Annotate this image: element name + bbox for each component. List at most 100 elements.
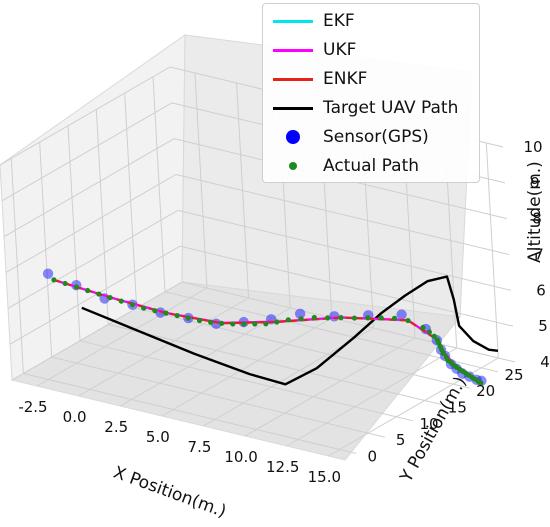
- actual-path-point: [96, 291, 102, 297]
- actual-path-point: [196, 317, 203, 324]
- z-axis-label: Altitude(m.): [525, 161, 545, 263]
- legend-swatch-actual-path: [289, 162, 297, 170]
- actual-path-point: [163, 310, 169, 316]
- actual-path-point: [62, 280, 68, 287]
- actual-path-point: [391, 315, 398, 321]
- x-tick-label: 12.5: [266, 458, 299, 476]
- legend-label-target-uav-path: Target UAV Path: [323, 98, 459, 118]
- legend-item-target-uav-path: Target UAV Path: [263, 96, 479, 120]
- x-tick-label: 15.0: [308, 468, 341, 486]
- x-gridline-floor: [78, 297, 249, 397]
- actual-path-point: [311, 314, 317, 321]
- y-tick-label: 10: [419, 415, 438, 433]
- actual-path-point: [118, 298, 124, 304]
- x-tick-label: 10.0: [224, 448, 257, 466]
- actual-path-point: [219, 320, 225, 326]
- z-tick-label: 8: [532, 210, 542, 228]
- actual-path-point: [51, 277, 57, 283]
- z-tick-label: 5: [538, 317, 548, 335]
- y-gridline-floor: [164, 291, 499, 373]
- actual-path-point: [298, 316, 304, 322]
- legend-swatch-ekf: [273, 20, 313, 23]
- legend-label-ukf: UKF: [323, 40, 357, 60]
- z-gridline-side: [0, 66, 171, 166]
- z-gridline-back: [181, 281, 516, 363]
- legend-item-sensor-gps: Sensor(GPS): [263, 125, 479, 149]
- z-tick-label: 6: [536, 281, 546, 299]
- actual-path-point: [241, 321, 247, 327]
- z-gridline-side: [9, 245, 181, 345]
- legend-label-enkf: ENKF: [323, 69, 368, 89]
- actual-path-point: [431, 333, 437, 339]
- legend-label-sensor-gps: Sensor(GPS): [323, 127, 429, 147]
- actual-path-point: [129, 302, 136, 308]
- x-tick-label: 5.0: [146, 428, 170, 446]
- x-tick-label: 7.5: [188, 438, 212, 456]
- legend-label-actual-path: Actual Path: [323, 156, 420, 176]
- actual-path-point: [174, 312, 180, 319]
- y-gridline-floor: [108, 323, 442, 405]
- actual-path-point: [420, 324, 426, 331]
- target-uav-path-line: [81, 275, 499, 386]
- legend-item-actual-path: Actual Path: [263, 154, 479, 178]
- z-gridline-side: [7, 209, 179, 309]
- x-tick-label: 2.5: [104, 418, 128, 436]
- y-tick-label: 15: [448, 398, 467, 416]
- x-gridline-floor: [161, 317, 333, 417]
- actual-path-point: [73, 284, 79, 290]
- actual-path-point: [325, 315, 331, 321]
- x-axis-label: X Position(m.): [111, 463, 229, 522]
- actual-path-point: [252, 321, 258, 327]
- x-gridline-floor: [286, 347, 457, 447]
- actual-path-point: [426, 329, 433, 335]
- actual-path-point: [84, 287, 91, 294]
- tick-labels: -2.50.02.55.07.510.012.515.0051015202545…: [18, 138, 549, 486]
- x-gridline-floor: [244, 337, 416, 437]
- sensor-gps-point: [329, 311, 340, 322]
- actual-path-point: [152, 308, 158, 314]
- actual-path-point: [185, 315, 191, 321]
- legend-swatch-ukf: [273, 49, 313, 52]
- actual-path-point: [378, 315, 384, 321]
- legend-swatch-enkf: [273, 78, 313, 81]
- actual-path-point: [230, 321, 236, 327]
- y-tick-label: 25: [504, 366, 523, 384]
- z-gridline-side: [3, 138, 175, 238]
- legend: EKF UKF ENKF Target UAV Path Sensor(GPS)…: [262, 3, 480, 183]
- actual-path-point: [405, 317, 411, 324]
- z-tick-label: 7: [534, 246, 544, 264]
- legend-swatch-sensor-gps: [286, 130, 300, 144]
- y-gridline-floor: [51, 356, 385, 438]
- sensor-gps-point: [294, 308, 306, 319]
- legend-label-ekf: EKF: [323, 11, 355, 31]
- actual-path-point: [351, 315, 358, 321]
- data-series: [42, 268, 499, 387]
- z-tick-label: 9: [530, 174, 540, 192]
- y-gridline-floor: [23, 372, 357, 454]
- z-gridline-back: [177, 209, 512, 291]
- x-tick-label: 0.0: [63, 408, 87, 426]
- sensor-gps-point: [396, 309, 407, 320]
- legend-item-ukf: UKF: [263, 38, 479, 62]
- z-tick-label: 4: [540, 353, 550, 371]
- actual-path-point: [440, 350, 446, 356]
- legend-swatch-target-uav-path: [273, 107, 313, 110]
- actual-path-point: [285, 317, 291, 323]
- z-gridline-side: [11, 281, 183, 381]
- y-gridline-floor: [136, 307, 470, 389]
- x-tick-label: -2.5: [18, 398, 47, 416]
- y-axis-label: Y Position(m.): [396, 373, 471, 486]
- actual-path-point: [263, 321, 269, 327]
- actual-path-point: [141, 305, 147, 311]
- x-gridline-floor: [36, 287, 208, 387]
- z-gridline-back: [175, 174, 510, 255]
- legend-item-enkf: ENKF: [263, 67, 479, 91]
- y-tick-label: 20: [476, 382, 495, 400]
- legend-item-ekf: EKF: [263, 9, 479, 33]
- y-tick-label: 5: [396, 431, 406, 449]
- actual-path-point: [208, 319, 214, 325]
- z-gridline-side: [5, 174, 177, 273]
- actual-path-point: [478, 380, 484, 386]
- actual-path-point: [274, 319, 280, 325]
- sensor-gps-point: [42, 268, 54, 279]
